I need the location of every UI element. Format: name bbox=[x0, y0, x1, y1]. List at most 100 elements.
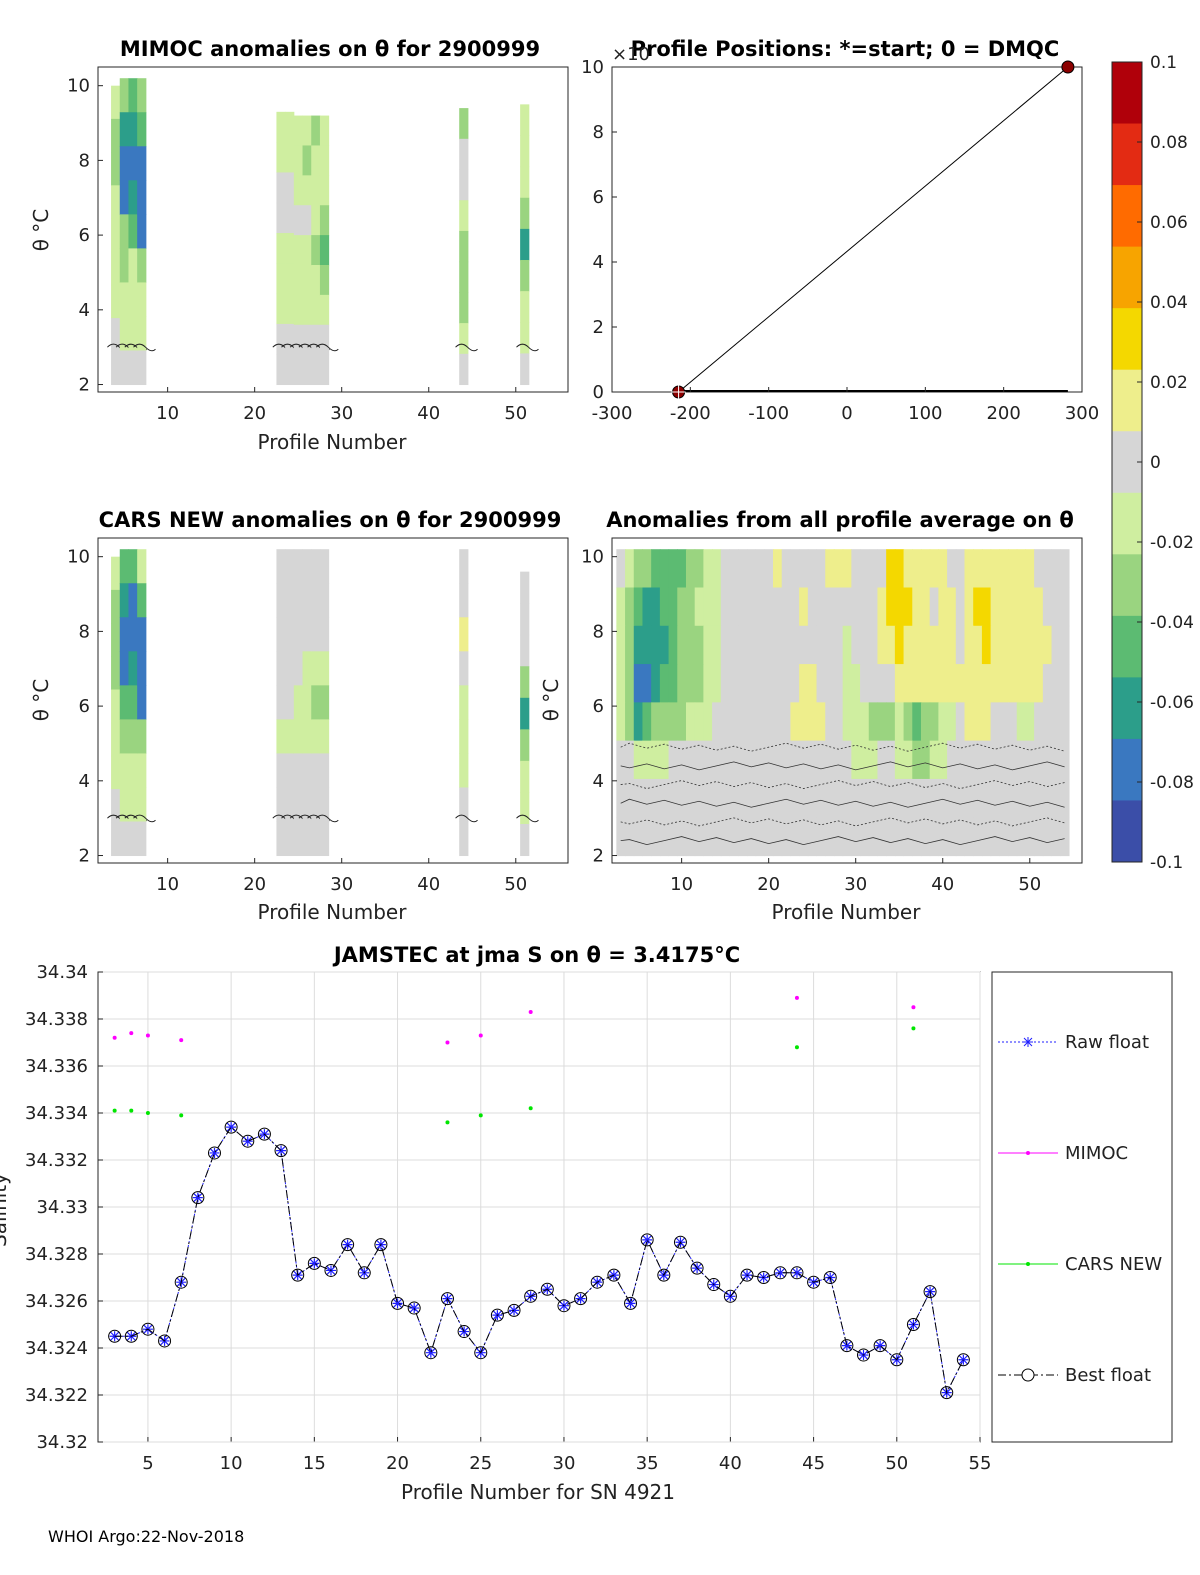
colorbar-swatch bbox=[1112, 62, 1142, 125]
heatmap-cell bbox=[886, 778, 896, 818]
heatmap-cell bbox=[868, 664, 879, 703]
x-tick-label: 10 bbox=[670, 874, 693, 895]
heatmap-cell bbox=[293, 324, 304, 356]
heatmap-cell bbox=[302, 354, 312, 386]
heatmap-cell bbox=[842, 817, 852, 857]
heatmap-cell bbox=[746, 778, 757, 818]
heatmap-cell bbox=[781, 549, 792, 589]
raw-float-point bbox=[392, 1298, 403, 1309]
heatmap-cell bbox=[999, 664, 1009, 703]
heatmap-cell bbox=[276, 685, 286, 720]
heatmap-cell bbox=[285, 202, 295, 234]
heatmap-cell bbox=[999, 549, 1009, 589]
heatmap-cell bbox=[842, 702, 852, 742]
y-tick-label: 2 bbox=[593, 317, 604, 338]
heatmap-cell bbox=[128, 350, 138, 386]
heatmap-cell bbox=[285, 263, 295, 295]
heatmap-cell bbox=[842, 664, 852, 703]
heatmap-cell bbox=[302, 617, 312, 652]
heatmap-cell bbox=[903, 625, 913, 665]
heatmap-cell bbox=[302, 235, 312, 266]
heatmap-cell bbox=[1008, 778, 1018, 818]
heatmap-cell bbox=[137, 78, 147, 113]
legend-marker bbox=[1021, 1368, 1035, 1382]
heatmap-cell bbox=[119, 583, 129, 618]
heatmap-cell bbox=[459, 787, 469, 822]
allavg-xlabel: Profile Number bbox=[772, 900, 922, 924]
heatmap-cell bbox=[842, 740, 852, 780]
mimoc-point bbox=[445, 1040, 450, 1045]
heatmap-cell bbox=[302, 719, 312, 754]
heatmap-cell bbox=[1008, 549, 1018, 589]
heatmap-cell bbox=[520, 729, 530, 762]
best-float-point bbox=[790, 1266, 804, 1280]
legend-label: Raw float bbox=[1065, 1032, 1149, 1053]
heatmap-cell bbox=[319, 205, 330, 236]
heatmap-cell bbox=[781, 702, 792, 742]
heatmap-cell bbox=[694, 817, 704, 857]
cars-point bbox=[179, 1113, 184, 1118]
positions-plot bbox=[671, 60, 1075, 399]
heatmap-cell bbox=[642, 664, 652, 703]
heatmap-cell bbox=[799, 549, 809, 589]
heatmap-cell bbox=[293, 175, 304, 206]
raw-float-point bbox=[575, 1293, 586, 1304]
heatmap-cell bbox=[677, 664, 687, 703]
heatmap-cell bbox=[973, 664, 983, 703]
heatmap-cell bbox=[929, 587, 939, 627]
heatmap-cell bbox=[860, 587, 870, 627]
heatmap-cell bbox=[668, 740, 678, 780]
heatmap-cell bbox=[999, 817, 1009, 857]
heatmap-cell bbox=[302, 175, 312, 206]
heatmap-cell bbox=[616, 702, 626, 742]
heatmap-cell bbox=[285, 787, 295, 822]
contour-line bbox=[455, 343, 478, 352]
heatmap-cell bbox=[755, 625, 765, 665]
heatmap-cell bbox=[773, 664, 783, 703]
heatmap-cell bbox=[685, 664, 696, 703]
best-float-point bbox=[141, 1322, 155, 1336]
heatmap-cell bbox=[625, 664, 635, 703]
x-tick-label: 5 bbox=[142, 1453, 153, 1474]
heatmap-cell bbox=[302, 787, 312, 822]
heatmap-cell bbox=[520, 291, 530, 323]
heatmap-cell bbox=[938, 587, 948, 627]
heatmap-cell bbox=[285, 685, 295, 720]
best-float-point bbox=[940, 1386, 954, 1400]
best-float-point bbox=[740, 1268, 754, 1282]
salinity-panel: JAMSTEC at jma S on θ = 3.4175°C Profile… bbox=[0, 943, 1173, 1504]
heatmap-cell bbox=[842, 549, 852, 589]
heatmap-cell bbox=[851, 587, 861, 627]
heatmap-cell bbox=[947, 587, 957, 627]
colorbar-swatch bbox=[1112, 738, 1142, 801]
y-tick-label: 10 bbox=[581, 547, 604, 568]
heatmap-cell bbox=[990, 625, 1000, 665]
colorbar-label: -0.08 bbox=[1150, 773, 1194, 793]
heatmap-cell bbox=[128, 583, 138, 618]
heatmap-cell bbox=[729, 702, 739, 742]
heatmap-cell bbox=[1034, 817, 1044, 857]
heatmap-cell bbox=[712, 587, 722, 627]
heatmap-cell bbox=[738, 625, 748, 665]
heatmap-cell bbox=[773, 587, 783, 627]
heatmap-cell bbox=[668, 664, 678, 703]
best-float-point bbox=[807, 1275, 821, 1289]
heatmap-cell bbox=[119, 282, 129, 317]
y-tick-label: 8 bbox=[593, 122, 604, 143]
y-tick-label: 4 bbox=[79, 771, 90, 792]
best-float-point bbox=[540, 1282, 554, 1296]
heatmap-cell bbox=[111, 623, 121, 657]
heatmap-cell bbox=[781, 817, 792, 857]
heatmap-cell bbox=[990, 587, 1000, 627]
heatmap-cell bbox=[119, 685, 129, 720]
heatmap-cell bbox=[981, 740, 992, 780]
positions-exponent: ×10 bbox=[612, 44, 650, 65]
heatmap-cell bbox=[886, 549, 896, 589]
heatmap-cell bbox=[833, 587, 844, 627]
heatmap-cell bbox=[128, 753, 138, 788]
heatmap-cell bbox=[293, 685, 304, 720]
heatmap-cell bbox=[929, 664, 939, 703]
heatmap-cell bbox=[276, 617, 286, 652]
heatmap-cell bbox=[319, 294, 330, 326]
